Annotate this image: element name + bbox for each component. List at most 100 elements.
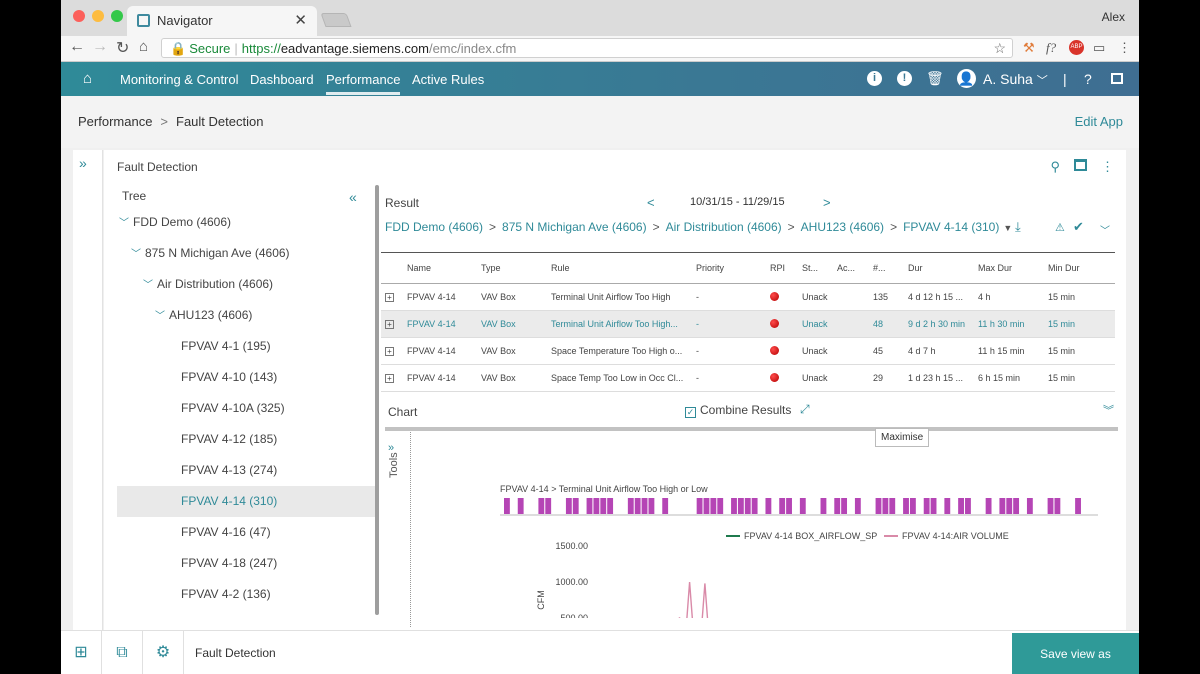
nav-performance[interactable]: Performance [326, 72, 401, 95]
save-view-as-button[interactable]: Save view as [1012, 633, 1139, 674]
combine-results-checkbox[interactable]: ✓ Combine Results [685, 403, 792, 418]
result-expand-icon[interactable]: ﹀ [1100, 226, 1110, 237]
edit-app-link[interactable]: Edit App [1074, 114, 1123, 129]
result-crumb-building[interactable]: 875 N Michigan Ave (4606) [502, 220, 647, 234]
tree-node[interactable]: ﹀ AHU123 (4606) [117, 300, 375, 331]
col-header-status[interactable]: St... [798, 252, 833, 284]
col-header-max-dur[interactable]: Max Dur [974, 252, 1044, 284]
browser-menu-icon[interactable]: ⋮ [1118, 40, 1131, 55]
table-row[interactable]: + FPVAV 4-14 VAV Box Terminal Unit Airflow … [381, 310, 1115, 338]
wand-icon[interactable]: ⚲ [1050, 159, 1060, 174]
row-expand-icon[interactable]: + [385, 293, 394, 302]
tree-node[interactable]: FPVAV 4-2 (136) [117, 579, 375, 610]
cast-icon[interactable]: ▭ [1093, 40, 1106, 55]
tree-node[interactable]: FPVAV 4-13 (274) [117, 455, 375, 486]
rule-bar [572, 498, 579, 514]
alert-icon[interactable]: ! [897, 71, 912, 86]
nav-monitoring-control[interactable]: Monitoring & Control [120, 72, 239, 87]
reload-icon[interactable]: ↻ [116, 40, 130, 57]
tree-node[interactable]: FPVAV 4-10 (143) [117, 362, 375, 393]
tree-caret-icon[interactable]: ﹀ [143, 280, 153, 291]
close-tab-icon[interactable]: ✕ [294, 12, 307, 29]
tree-node[interactable]: FPVAV 4-14 (310) [117, 486, 375, 517]
tree-node[interactable]: FPVAV 4-12 (185) [117, 424, 375, 455]
duplicate-view-icon[interactable]: ⧉ [102, 631, 143, 674]
expand-sidebar-icon[interactable]: » [79, 155, 87, 171]
tree-node[interactable]: ﹀ 875 N Michigan Ave (4606) [117, 238, 375, 269]
collapse-tree-icon[interactable]: « [349, 189, 357, 205]
result-crumb-fpvav[interactable]: FPVAV 4-14 (310) [903, 220, 1000, 234]
col-header-dur[interactable]: Dur [904, 252, 974, 284]
warning-icon[interactable]: ⚠ [1055, 222, 1065, 234]
date-prev-button[interactable]: < [647, 195, 655, 210]
result-crumb-fdd-demo[interactable]: FDD Demo (4606) [385, 220, 484, 234]
adblock-icon[interactable]: ABP [1069, 40, 1084, 55]
table-row[interactable]: + FPVAV 4-14 VAV Box Terminal Unit Airflow … [381, 283, 1115, 311]
col-header-name[interactable]: Name [403, 252, 477, 284]
browser-tab[interactable]: Navigator ✕ [127, 6, 317, 36]
rule-bar [854, 498, 861, 514]
user-avatar-icon[interactable]: 👤 [957, 69, 976, 88]
new-tab-button[interactable] [320, 13, 352, 27]
tree-scrollbar[interactable] [375, 185, 379, 615]
tree-node[interactable]: ﹀ Air Distribution (4606) [117, 269, 375, 300]
maximise-icon[interactable]: ⤢ [800, 402, 810, 416]
col-header-priority[interactable]: Priority [692, 252, 766, 284]
breadcrumb-performance[interactable]: Performance [78, 114, 153, 129]
tree-caret-icon[interactable]: ﹀ [155, 311, 165, 322]
tree-node-label: FPVAV 4-12 (185) [181, 432, 278, 446]
settings-gear-icon[interactable]: ⚙ [143, 631, 184, 674]
tree-node[interactable]: FPVAV 4-18 (247) [117, 548, 375, 579]
nav-active-rules[interactable]: Active Rules [412, 72, 485, 87]
acknowledge-check-icon[interactable]: ✔ [1073, 219, 1084, 234]
result-crumb-ahu123[interactable]: AHU123 (4606) [800, 220, 885, 234]
tree-caret-icon[interactable]: ﹀ [119, 218, 129, 229]
minimize-window-button[interactable] [92, 10, 104, 22]
download-icon[interactable]: ⤓ [1015, 219, 1021, 234]
user-name[interactable]: A. Suha ﹀ [983, 71, 1048, 87]
panel-menu-icon[interactable]: ⋮ [1101, 159, 1114, 174]
forward-arrow-icon[interactable]: → [92, 38, 108, 55]
col-header-count[interactable]: #... [869, 252, 904, 284]
app-home-icon[interactable]: ⌂ [83, 70, 93, 87]
row-expand-icon[interactable]: + [385, 374, 394, 383]
y-tick-label: 1000.00 [555, 577, 588, 587]
table-row[interactable]: + FPVAV 4-14 VAV Box Space Temperature Too … [381, 337, 1115, 365]
close-window-button[interactable] [73, 10, 85, 22]
col-header-rpi[interactable]: RPI [766, 252, 798, 284]
tree-node[interactable]: FPVAV 4-10A (325) [117, 393, 375, 424]
bookmark-star-icon[interactable]: ☆ [993, 40, 1006, 56]
back-arrow-icon[interactable]: ← [69, 38, 85, 55]
basket-icon[interactable]: 🗑 [926, 70, 944, 86]
table-row[interactable]: + FPVAV 4-14 VAV Box Space Temp Too Low in … [381, 364, 1115, 392]
tree-caret-icon[interactable]: ﹀ [131, 249, 141, 260]
crumb-dropdown-icon[interactable]: ▼ [1003, 223, 1013, 233]
chart-tools[interactable]: » Tools [388, 438, 406, 478]
tree-node[interactable]: FPVAV 4-16 (47) [117, 517, 375, 548]
row-expand-icon[interactable]: + [385, 320, 394, 329]
window-toggle-icon[interactable] [1111, 73, 1123, 84]
cell-count: 135 [869, 283, 904, 311]
url-input[interactable]: 🔒 Secure | https://eadvantage.siemens.com/e… [161, 38, 1013, 58]
col-header-min-dur[interactable]: Min Dur [1044, 252, 1115, 284]
col-header-rule[interactable]: Rule [547, 252, 692, 284]
maximize-window-button[interactable] [111, 10, 123, 22]
tools-expand-icon[interactable]: » [388, 442, 395, 454]
extension-function-icon[interactable]: f? [1046, 40, 1057, 55]
help-icon[interactable]: ? [1084, 71, 1092, 87]
home-icon[interactable]: ⌂ [139, 38, 149, 55]
add-view-icon[interactable]: ⊞ [61, 631, 102, 674]
extension-hammer-icon[interactable]: ⚒ [1023, 40, 1035, 55]
result-crumb-air-distribution[interactable]: Air Distribution (4606) [665, 220, 782, 234]
chart-collapse-icon[interactable]: ︾ [1103, 405, 1114, 417]
tree-node[interactable]: FPVAV 4-1 (195) [117, 331, 375, 362]
date-next-button[interactable]: > [823, 195, 831, 210]
row-expand-icon[interactable]: + [385, 347, 394, 356]
col-header-ack[interactable]: Ac... [833, 252, 869, 284]
nav-dashboard[interactable]: Dashboard [250, 72, 314, 87]
tree-node[interactable]: ﹀ FDD Demo (4606) [117, 207, 375, 238]
info-icon[interactable]: i [867, 71, 882, 86]
col-header-type[interactable]: Type [477, 252, 547, 284]
result-chart-splitter[interactable] [385, 427, 1118, 431]
panel-window-icon[interactable] [1074, 159, 1087, 171]
